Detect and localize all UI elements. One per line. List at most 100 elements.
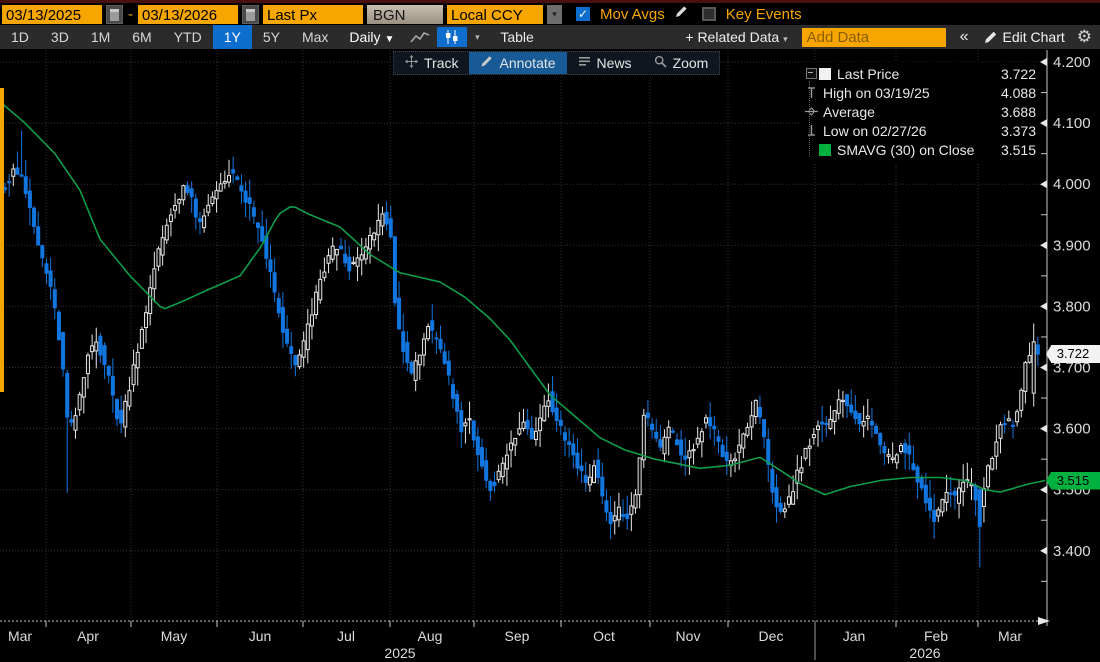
end-date-field[interactable]: 03/13/2026: [138, 4, 238, 24]
legend-row[interactable]: Low on 02/27/26 3.373: [804, 121, 1036, 140]
chart-tools-bar: Track Annotate News Zoom: [393, 51, 721, 75]
collapse-panel-button[interactable]: «: [959, 28, 969, 45]
track-icon: [405, 55, 418, 71]
tool-annotate-button[interactable]: Annotate: [469, 52, 567, 74]
range-tab-max[interactable]: Max: [301, 29, 329, 45]
legend-marker-icon: [804, 106, 819, 117]
legend-label: SMAVG (30) on Close: [837, 141, 975, 158]
legend-label: Average: [823, 103, 875, 120]
x-axis-month-label: Dec: [759, 628, 784, 644]
end-date-calendar-icon[interactable]: [242, 4, 259, 24]
x-axis-month-label: Mar: [8, 628, 32, 644]
related-data-button[interactable]: + Related Data ▾: [685, 29, 788, 45]
range-tab-5y[interactable]: 5Y: [262, 29, 280, 45]
x-axis: Mar Apr May Jun Jul Aug Sep Oct Nov Dec Jan Feb Mar 2…: [0, 617, 1050, 661]
sma-price-tag: 3.515: [1046, 471, 1100, 490]
legend-row[interactable]: Last Price 3.722: [804, 64, 1036, 83]
legend-row[interactable]: Average 3.688: [804, 102, 1036, 121]
legend-marker-icon: [804, 86, 819, 99]
key-events-checkbox[interactable]: [701, 7, 716, 21]
legend-marker-icon: [804, 68, 819, 79]
legend-expand-icon[interactable]: [806, 68, 817, 79]
currency-field[interactable]: Local CCY: [447, 4, 543, 24]
related-data-dropdown-arrow-icon: ▾: [783, 34, 788, 44]
x-axis-month-label: Oct: [593, 628, 615, 644]
range-tab-1y[interactable]: 1Y: [212, 25, 252, 49]
period-selector[interactable]: Daily ▼: [349, 29, 395, 45]
chart-toolbar: 1D 3D 1M 6M YTD 1Y 5Y Max Daily ▼ ▾ Table + Rel…: [0, 25, 1100, 49]
x-axis-year-label: 2026: [909, 645, 940, 661]
legend-row[interactable]: High on 03/19/25 4.088: [804, 83, 1036, 102]
start-date-calendar-icon[interactable]: [106, 4, 123, 24]
legend-label: Last Price: [837, 65, 900, 82]
legend-value: 4.088: [1000, 84, 1036, 101]
range-tab-1d[interactable]: 1D: [11, 29, 29, 45]
legend-value: 3.688: [1000, 103, 1036, 120]
x-axis-month-label: Feb: [924, 628, 948, 644]
edit-chart-pencil-icon: [984, 31, 996, 43]
x-axis-year-label: 2025: [384, 645, 415, 661]
settings-gear-icon[interactable]: ⚙: [1076, 27, 1092, 46]
zoom-icon: [654, 55, 667, 71]
candles-layer: [3, 130, 1040, 568]
left-edge-highlight: [0, 88, 4, 392]
y-axis-label: 3.700: [1053, 360, 1091, 377]
news-icon: [578, 55, 591, 71]
y-axis-label: 3.400: [1053, 543, 1091, 560]
annotate-icon: [480, 55, 493, 71]
x-axis-month-label: Jun: [249, 628, 272, 644]
start-date-field[interactable]: 03/13/2025: [2, 4, 102, 24]
y-axis: 4.2004.1004.0003.9003.8003.7003.6003.500…: [1040, 50, 1091, 626]
x-axis-month-label: Aug: [418, 628, 443, 644]
legend-value: 3.515: [1000, 141, 1036, 158]
currency-dropdown-arrow-icon[interactable]: ▾: [547, 4, 562, 24]
x-axis-month-label: Mar: [998, 628, 1022, 644]
legend-row[interactable]: SMAVG (30) on Close 3.515: [804, 140, 1036, 159]
x-axis-month-label: May: [161, 628, 187, 644]
mov-avgs-checkbox[interactable]: ✓: [576, 7, 590, 21]
mov-avgs-label: Mov Avgs: [600, 5, 665, 23]
legend-swatch: [819, 143, 831, 156]
legend-tree-connector: [809, 81, 810, 157]
x-axis-month-label: Jan: [843, 628, 866, 644]
period-dropdown-arrow-icon: ▼: [384, 34, 395, 45]
range-tab-ytd[interactable]: YTD: [173, 29, 202, 45]
line-chart-icon[interactable]: [405, 27, 435, 47]
y-axis-label: 3.800: [1053, 298, 1091, 315]
legend-value: 3.722: [1000, 65, 1036, 82]
y-axis-label: 4.200: [1053, 54, 1091, 71]
date-range-separator: -: [128, 5, 133, 23]
y-axis-label: 4.100: [1053, 115, 1091, 132]
legend-label: Low on 02/27/26: [823, 122, 927, 139]
range-tabs: 1D 3D 1M 6M YTD 1Y 5Y Max: [0, 25, 339, 49]
chart-type-dropdown-arrow-icon[interactable]: ▾: [475, 31, 480, 42]
top-toolbar: 03/13/2025 - 03/13/2026 Last Px BGN Loca…: [0, 0, 1100, 25]
y-axis-label: 3.600: [1053, 421, 1091, 438]
last-price-tag: 3.722: [1046, 345, 1100, 364]
add-data-input[interactable]: Add Data: [801, 27, 946, 47]
sma-line: [0, 101, 1046, 496]
y-axis-label: 3.900: [1053, 237, 1091, 254]
key-events-label: Key Events: [725, 5, 802, 23]
edit-chart-button[interactable]: Edit Chart: [977, 29, 1071, 45]
legend-value: 3.373: [1000, 122, 1036, 139]
tool-news-button[interactable]: News: [567, 52, 643, 74]
mov-avgs-pencil-icon[interactable]: [674, 5, 688, 24]
table-button[interactable]: Table: [500, 29, 534, 45]
y-axis-label: 4.000: [1053, 176, 1091, 193]
legend-label: High on 03/19/25: [823, 84, 930, 101]
range-tab-3d[interactable]: 3D: [50, 29, 69, 45]
x-axis-month-label: Nov: [676, 628, 701, 644]
candlestick-chart-icon[interactable]: [437, 27, 468, 47]
chart-legend[interactable]: Last Price 3.722 High on 03/19/25 4.088 Aver…: [800, 62, 1040, 162]
price-type-field[interactable]: Last Px: [263, 4, 363, 24]
x-axis-month-label: Apr: [77, 628, 99, 644]
range-tab-1m[interactable]: 1M: [90, 29, 111, 45]
legend-marker-icon: [804, 124, 819, 137]
range-tab-6m[interactable]: 6M: [132, 29, 152, 45]
tool-zoom-button[interactable]: Zoom: [643, 52, 720, 74]
x-axis-month-label: Jul: [337, 628, 355, 644]
tool-track-button[interactable]: Track: [394, 52, 469, 74]
pricing-source-field[interactable]: BGN: [367, 4, 443, 24]
